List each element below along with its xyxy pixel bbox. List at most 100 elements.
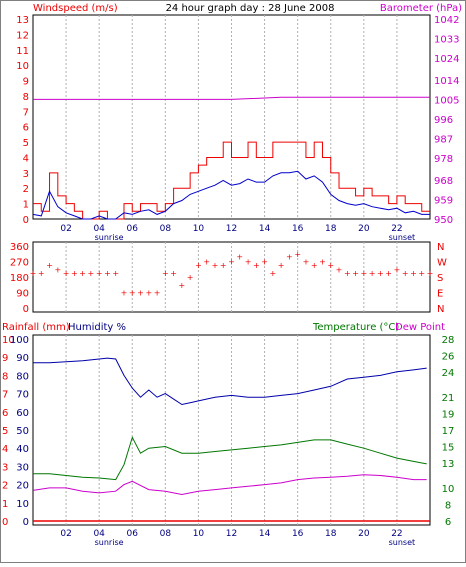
direction-point: + xyxy=(203,258,210,267)
dewpoint-title: Dew Point xyxy=(395,322,445,333)
direction-point: + xyxy=(402,269,409,278)
x-tick-label: 20 xyxy=(358,224,370,234)
x-tick-label: 04 xyxy=(93,529,105,539)
barometer-tick-label: 1005 xyxy=(434,95,459,106)
temperature-tick-label: 15 xyxy=(442,443,455,454)
direction-tick-label: 270 xyxy=(10,258,29,269)
x-tick-label: 18 xyxy=(325,529,337,539)
barometer-tick-label: 996 xyxy=(434,115,453,126)
x-tick-label: 08 xyxy=(160,529,172,539)
direction-point: + xyxy=(377,269,384,278)
x-tick-label: 06 xyxy=(127,529,139,539)
sunrise-label: sunrise xyxy=(95,538,124,547)
direction-point: + xyxy=(236,252,243,261)
compass-tick-label: S xyxy=(437,273,443,284)
direction-point: + xyxy=(360,269,367,278)
direction-point: + xyxy=(228,258,235,267)
x-tick-label: 06 xyxy=(127,224,139,234)
chart-title: 24 hour graph day : 28 June 2008 xyxy=(166,3,335,14)
barometer-tick-label: 959 xyxy=(434,195,453,206)
barometer-tick-label: 1033 xyxy=(434,35,459,46)
windspeed-line xyxy=(33,141,430,220)
direction-point: + xyxy=(170,269,177,278)
humidity-tick-label: 30 xyxy=(16,462,29,473)
direction-point: + xyxy=(311,261,318,270)
direction-point: + xyxy=(427,269,434,278)
windspeed-tick-label: 5 xyxy=(23,138,29,149)
humidity-tick-label: 10 xyxy=(16,499,29,510)
direction-point: + xyxy=(54,265,61,274)
direction-point: + xyxy=(352,269,359,278)
rainfall-tick-label: 10 xyxy=(2,335,15,346)
sunrise-label: sunrise xyxy=(95,233,124,242)
temperature-tick-label: 19 xyxy=(442,409,455,420)
windspeed-tick-label: 0 xyxy=(23,215,29,226)
direction-point: + xyxy=(162,269,169,278)
x-tick-label: 02 xyxy=(60,529,71,539)
direction-point: + xyxy=(270,269,277,278)
humidity-line xyxy=(33,357,427,406)
rainfall-tick-label: 6 xyxy=(2,408,8,419)
x-tick-label: 08 xyxy=(160,224,172,234)
direction-point: + xyxy=(104,269,111,278)
humidity-tick-label: 80 xyxy=(16,371,29,382)
temperature-humidity-panel: 0 01 102 203 304 405 506 607 708 809 9010100681013… xyxy=(2,334,455,547)
direction-point: + xyxy=(319,258,326,267)
windspeed-tick-label: 1 xyxy=(23,200,29,211)
windspeed-tick-label: 7 xyxy=(23,107,29,118)
humidity-tick-label: 60 xyxy=(16,408,29,419)
direction-point: + xyxy=(137,289,144,298)
compass-tick-label: E xyxy=(437,289,443,300)
barometer-tick-label: 1042 xyxy=(434,15,459,26)
x-tick-label: 14 xyxy=(259,529,271,539)
x-tick-label: 10 xyxy=(193,224,205,234)
humidity-tick-label: 50 xyxy=(16,426,29,437)
direction-point: + xyxy=(385,269,392,278)
rainfall-tick-label: 7 xyxy=(2,390,8,401)
humidity-tick-label: 90 xyxy=(16,353,29,364)
barometer-tick-label: 987 xyxy=(434,135,453,146)
humidity-tick-label: 70 xyxy=(16,390,29,401)
direction-point: + xyxy=(294,250,301,259)
compass-tick-label: W xyxy=(437,258,447,269)
direction-point: + xyxy=(336,265,343,274)
direction-point: + xyxy=(46,261,53,270)
temperature-title: Temperature (°C) xyxy=(312,322,399,333)
rainfall-tick-label: 4 xyxy=(2,444,8,455)
direction-point: + xyxy=(245,258,252,267)
direction-plot-area xyxy=(32,241,431,313)
windspeed-tick-label: 8 xyxy=(23,92,29,103)
direction-point: + xyxy=(286,252,293,261)
humidity-tick-label: 0 xyxy=(23,517,29,528)
rainfall-tick-label: 3 xyxy=(2,462,8,473)
rainfall-tick-label: 9 xyxy=(2,353,8,364)
direction-point: + xyxy=(327,261,334,270)
direction-point: + xyxy=(261,258,268,267)
x-tick-label: 12 xyxy=(226,224,237,234)
windspeed-tick-label: 11 xyxy=(16,46,29,57)
barometer-tick-label: 950 xyxy=(434,215,453,226)
direction-point: + xyxy=(96,269,103,278)
temperature-tick-label: 17 xyxy=(442,426,455,437)
windspeed-tick-label: 12 xyxy=(16,30,29,41)
direction-point: + xyxy=(394,265,401,274)
temperature-tick-label: 21 xyxy=(442,393,455,404)
barometer-line xyxy=(33,96,430,100)
windspeed-barometer-panel: 0123456789101112139509599689789879961005… xyxy=(16,14,459,242)
humidity-tick-label: 20 xyxy=(16,481,29,492)
direction-tick-label: 180 xyxy=(10,273,29,284)
humidity-tick-label: 100 xyxy=(10,335,29,346)
direction-point: + xyxy=(303,258,310,267)
windspeed-tick-label: 4 xyxy=(23,153,29,164)
windspeed-title: Windspeed (m/s) xyxy=(33,3,118,14)
barometer-title: Barometer (hPa) xyxy=(380,3,462,14)
compass-tick-label: N xyxy=(437,242,444,253)
direction-point: + xyxy=(38,269,45,278)
direction-point: + xyxy=(112,269,119,278)
x-tick-label: 14 xyxy=(259,224,271,234)
x-tick-label: 04 xyxy=(93,224,105,234)
direction-point: + xyxy=(88,269,95,278)
humidity-tick-label: 40 xyxy=(16,444,29,455)
windspeed-tick-label: 3 xyxy=(23,169,29,180)
